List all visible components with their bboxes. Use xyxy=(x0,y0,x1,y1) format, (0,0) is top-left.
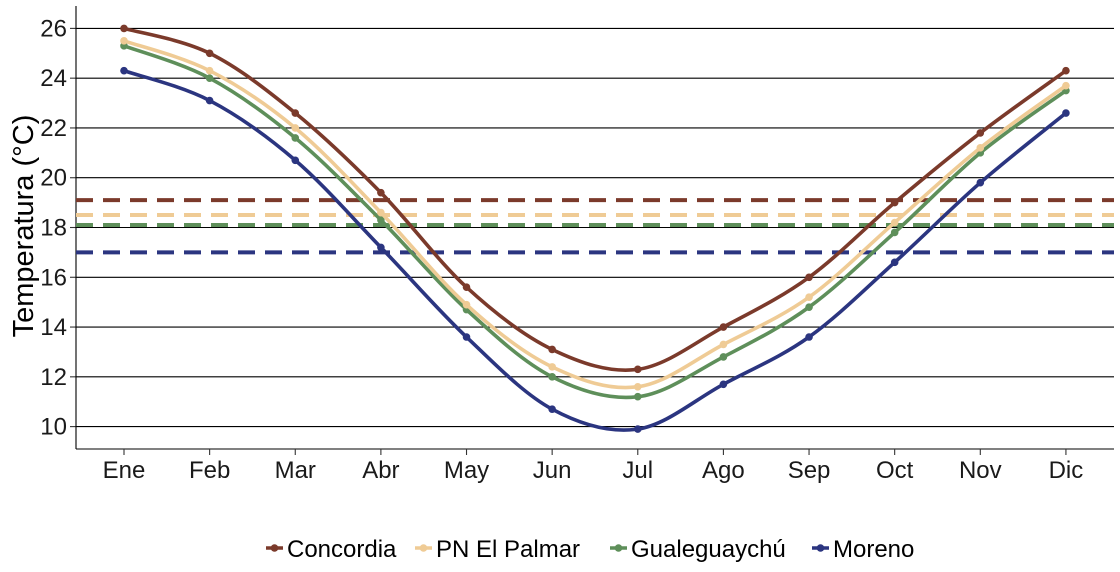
data-point xyxy=(377,208,385,217)
data-point xyxy=(805,293,813,301)
series-line-2 xyxy=(123,44,1067,400)
y-tick-label: 20 xyxy=(40,165,67,192)
data-point xyxy=(291,124,300,132)
grid-lines xyxy=(76,27,1114,428)
data-point xyxy=(805,333,813,341)
x-tick-label: Mar xyxy=(275,457,316,484)
data-point xyxy=(377,243,385,252)
data-point xyxy=(291,134,300,142)
x-tick-label: Oct xyxy=(876,457,914,484)
x-tick-label: Dic xyxy=(1049,457,1084,484)
legend-key-point xyxy=(419,544,428,552)
data-point xyxy=(291,109,300,117)
y-tick-label: 26 xyxy=(40,15,67,42)
y-axis-title: Temperatura (°C) xyxy=(8,115,40,338)
data-point xyxy=(890,218,899,227)
series-line-1 xyxy=(123,39,1067,390)
data-point xyxy=(548,405,556,413)
data-point xyxy=(976,178,985,187)
data-point xyxy=(633,392,642,401)
axes xyxy=(70,6,1114,455)
legend-item-3: Moreno xyxy=(812,536,914,563)
y-tick-label: 10 xyxy=(40,414,67,441)
legend-key-point xyxy=(614,544,623,552)
series-line-0 xyxy=(123,26,1067,372)
legend-key-point xyxy=(816,544,825,552)
x-tick-label: Feb xyxy=(189,457,230,484)
legend-label: Moreno xyxy=(833,536,914,563)
y-tick-label: 14 xyxy=(40,314,67,341)
data-point xyxy=(120,24,128,33)
data-point xyxy=(890,258,899,267)
series-line-3 xyxy=(123,69,1068,432)
y-tick-label: 18 xyxy=(40,215,67,242)
data-point xyxy=(548,345,556,354)
data-point xyxy=(548,373,556,381)
x-tick-label: Nov xyxy=(959,457,1002,484)
data-point xyxy=(120,37,128,45)
data-point xyxy=(1062,66,1070,75)
x-tick-label: Jul xyxy=(622,457,653,484)
data-point xyxy=(548,363,556,371)
legend-label: PN El Palmar xyxy=(436,536,580,563)
data-point xyxy=(633,365,642,374)
data-point xyxy=(120,66,128,75)
series-lines xyxy=(120,24,1070,433)
data-point xyxy=(462,283,471,292)
legend: Concordia PN El Palmar Gualeguaychú Moreno xyxy=(266,536,914,563)
y-tick-label: 24 xyxy=(40,65,67,92)
data-point xyxy=(719,340,728,349)
legend-label: Gualeguaychú xyxy=(631,536,786,563)
data-point xyxy=(462,333,471,341)
legend-item-2: Gualeguaychú xyxy=(610,536,786,563)
data-point xyxy=(633,425,642,433)
data-point xyxy=(377,188,385,197)
data-point xyxy=(719,353,728,361)
data-point xyxy=(205,66,214,75)
legend-label: Concordia xyxy=(287,536,397,563)
x-tick-label: Sep xyxy=(788,457,831,484)
data-point xyxy=(377,216,385,224)
data-point xyxy=(205,96,214,105)
data-point xyxy=(462,300,471,309)
legend-item-1: PN El Palmar xyxy=(415,536,580,563)
y-tick-label: 12 xyxy=(40,364,67,391)
data-point xyxy=(1062,81,1070,90)
x-tick-label: Ago xyxy=(702,457,745,484)
data-point xyxy=(1062,109,1070,117)
y-tick-label: 16 xyxy=(40,264,67,291)
data-point xyxy=(890,198,899,207)
data-point xyxy=(205,74,214,82)
mean-reference-lines xyxy=(76,198,1114,255)
x-tick-label: Abr xyxy=(362,457,399,484)
legend-item-0: Concordia xyxy=(266,536,397,563)
x-tick-label: May xyxy=(444,457,489,484)
legend-key-point xyxy=(270,544,279,552)
data-point xyxy=(890,228,899,237)
data-point xyxy=(205,49,214,58)
data-point xyxy=(719,380,728,389)
tick-labels: 10 12 14 16 18 20 22 24 26 Ene Feb Mar Abr May Jun Jul A… xyxy=(40,15,1083,484)
x-tick-label: Ene xyxy=(103,457,146,484)
data-point xyxy=(805,303,813,311)
data-point xyxy=(976,129,985,137)
data-point xyxy=(633,382,642,391)
y-tick-label: 22 xyxy=(40,115,67,142)
data-point xyxy=(976,144,985,152)
data-point xyxy=(291,156,300,165)
data-point xyxy=(719,323,728,331)
data-point xyxy=(805,273,813,282)
x-tick-label: Jun xyxy=(533,457,572,484)
